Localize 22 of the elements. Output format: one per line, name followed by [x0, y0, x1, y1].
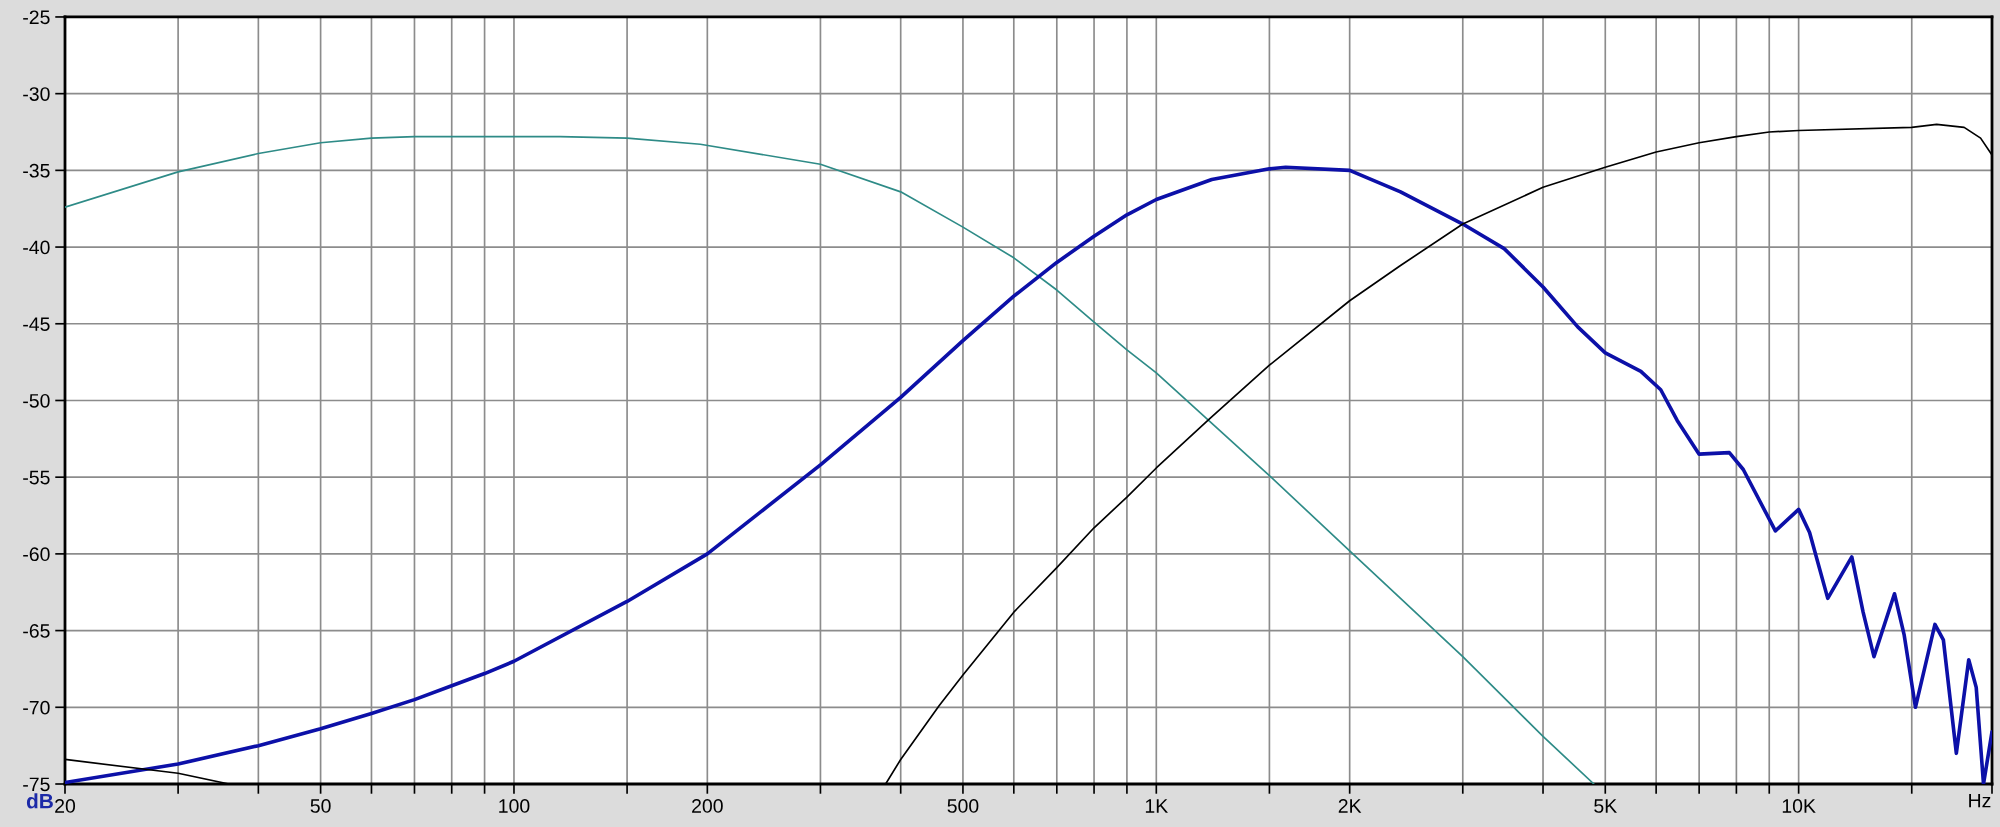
- x-tick-label: 200: [692, 799, 723, 813]
- x-axis-title: Hz: [1969, 793, 1991, 808]
- x-tick-label: 5K: [1594, 799, 1617, 813]
- x-tick-label: 50: [310, 799, 331, 813]
- y-tick-label: -30: [23, 87, 50, 101]
- y-tick-label: -45: [23, 317, 50, 332]
- y-tick-label: -55: [23, 470, 50, 485]
- y-tick-label: -25: [23, 10, 50, 25]
- y-tick-label: -75: [23, 777, 50, 792]
- x-tick-label: 100: [499, 799, 530, 813]
- y-tick-label: -35: [23, 163, 50, 178]
- y-axis-title: dB: [26, 793, 53, 809]
- x-tick-label: 10K: [1782, 799, 1816, 813]
- y-tick-label: -65: [23, 624, 50, 638]
- y-tick-label: -50: [23, 393, 50, 408]
- x-tick-label: 1K: [1145, 799, 1168, 813]
- y-tick-label: -40: [23, 240, 50, 255]
- x-tick-label: 20: [55, 799, 76, 813]
- y-tick-label: -70: [23, 700, 50, 715]
- x-tick-label: 2K: [1338, 799, 1362, 813]
- x-tick-label: 500: [947, 799, 979, 813]
- y-tick-label: -60: [23, 547, 50, 562]
